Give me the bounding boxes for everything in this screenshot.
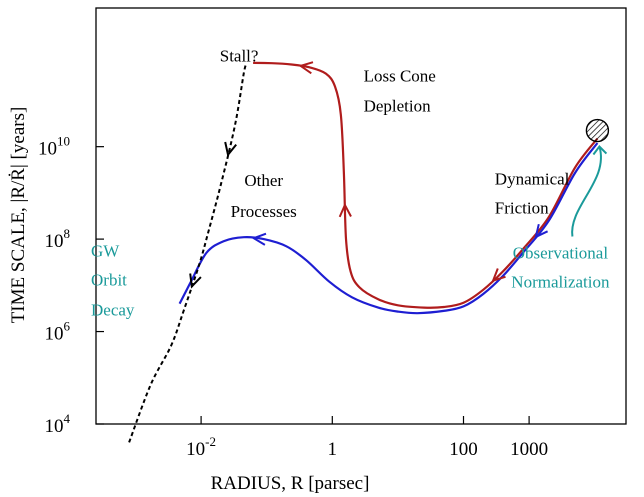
axis-ticks (96, 146, 530, 425)
series-layer (128, 61, 610, 443)
direction-arrows (189, 61, 608, 289)
x-tick-label-1: 1 (328, 439, 338, 460)
y-tick-label-base: 10 (45, 324, 64, 345)
x-tick-label-exp: -2 (205, 434, 216, 449)
observational-pointer-head (592, 145, 608, 156)
normalization-marker (585, 118, 610, 143)
dashed-arrow-lower (189, 273, 202, 289)
annotation-11: Normalization (511, 272, 610, 291)
annotation-2: Depletion (364, 97, 432, 116)
annotation-3: Other (244, 171, 283, 190)
y-tick-label-base: 10 (38, 139, 57, 160)
plot-frame (95, 7, 627, 425)
blue-arrow-peak (251, 232, 267, 246)
series-line-0 (253, 61, 599, 309)
y-tick-label-0: 104 (45, 411, 71, 437)
blue-arrow-friction (534, 223, 549, 239)
annotation-8: Orbit (91, 270, 127, 289)
x-tick-label-2: 100 (449, 439, 478, 460)
x-tick-label-base: 1000 (510, 439, 548, 460)
dashed-arrow-upper (224, 141, 237, 157)
x-axis-label: RADIUS, R [parsec] (211, 473, 370, 494)
annotations: Stall? Loss Cone Depletion Other Processes Dy… (91, 46, 610, 319)
x-tick-label-0: 10-2 (186, 434, 216, 460)
y-axis-label-prefix: TIME SCALE, |R/ (8, 180, 29, 323)
series-line-2 (128, 62, 248, 443)
series-line-1 (178, 142, 599, 315)
annotation-5: Dynamical (495, 170, 570, 189)
annotation-0: Stall? (220, 46, 259, 65)
y-axis-label-rdot: Ṙ (8, 168, 29, 181)
red-arrow-losscone (338, 202, 352, 218)
y-tick-label-exp: 10 (57, 134, 70, 149)
x-tick-label-base: 1 (328, 439, 338, 460)
x-tick-label-base: 100 (449, 439, 478, 460)
y-tick-label-1: 106 (45, 319, 71, 345)
y-tick-label-exp: 6 (64, 319, 71, 334)
annotation-6: Friction (495, 198, 549, 217)
observational-pointer (571, 146, 602, 237)
red-arrow-top (298, 61, 314, 75)
y-tick-label-2: 108 (45, 226, 71, 252)
annotation-10: Observational (513, 244, 609, 263)
y-tick-label-base: 10 (45, 416, 64, 437)
y-axis-label-suffix: | [years] (8, 107, 29, 168)
y-tick-label-base: 10 (45, 231, 64, 252)
y-tick-label-exp: 4 (64, 411, 71, 426)
annotation-4: Processes (231, 202, 297, 221)
annotation-1: Loss Cone (364, 66, 436, 85)
y-axis-label: TIME SCALE, |R/Ṙ| [years] (8, 107, 29, 324)
y-tick-label-3: 1010 (38, 134, 70, 160)
x-tick-label-base: 10 (186, 439, 205, 460)
x-tick-label-3: 1000 (510, 439, 548, 460)
red-arrow-friction (491, 268, 506, 283)
y-tick-label-exp: 8 (64, 226, 71, 241)
annotation-7: GW (91, 242, 120, 261)
annotation-9: Decay (91, 301, 135, 320)
